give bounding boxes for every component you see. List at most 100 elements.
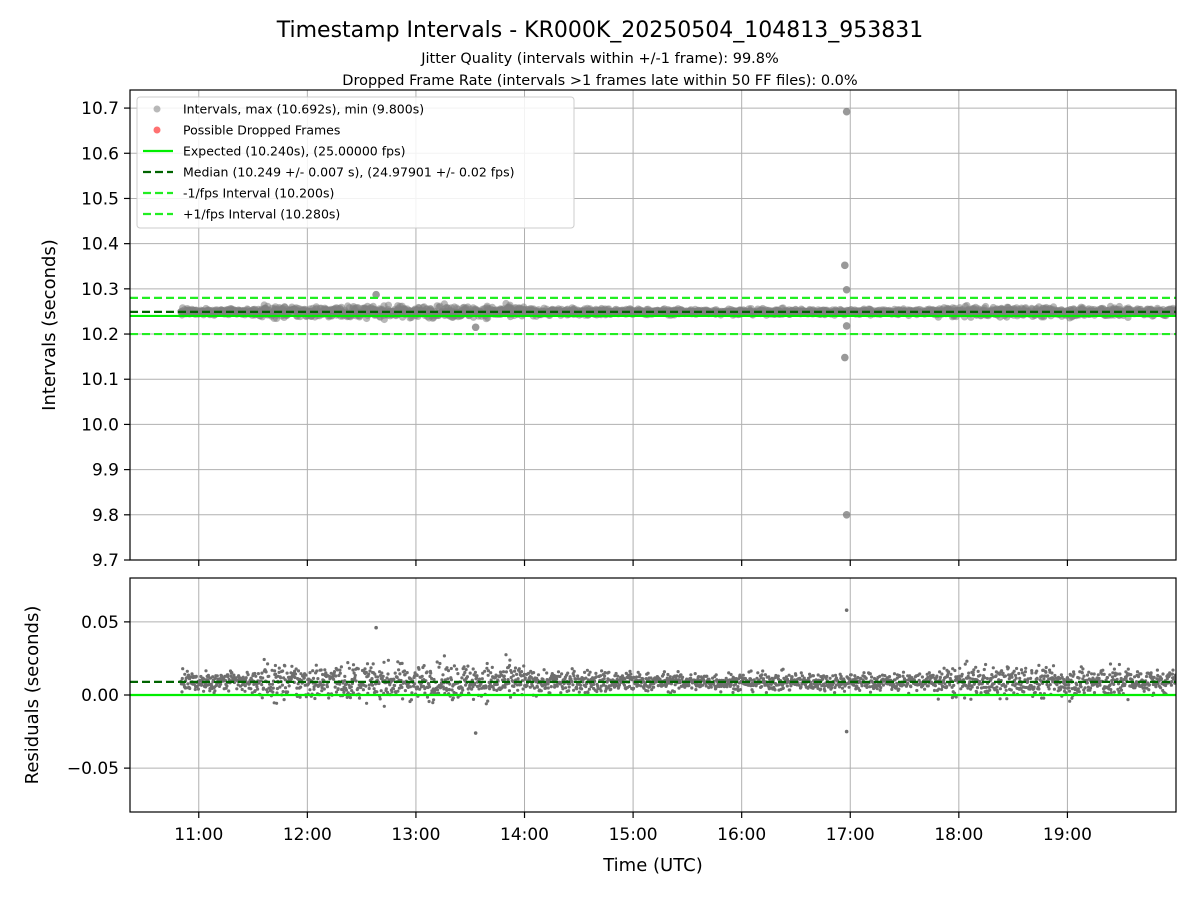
residual-point: [1030, 669, 1034, 673]
residual-point: [427, 699, 431, 704]
residual-point: [456, 672, 460, 676]
residual-point: [213, 689, 217, 693]
residual-point: [641, 677, 645, 681]
residual-point: [202, 677, 206, 681]
residual-point: [1051, 680, 1055, 684]
residual-point: [368, 669, 372, 673]
residual-point: [501, 670, 506, 674]
residual-point: [395, 675, 399, 680]
residual-outlier-2: [374, 625, 378, 630]
residual-point: [375, 690, 379, 694]
residual-point: [811, 674, 816, 678]
residual-point: [603, 674, 607, 678]
residuals-ticks: 11:00 12:00 13:00 14:00 15:00 16:00 17:00 18:00…: [67, 613, 1092, 845]
residual-point: [282, 698, 286, 702]
residual-point: [283, 686, 288, 690]
residual-point: [371, 662, 375, 666]
residual-point: [1139, 672, 1143, 676]
residual-point: [734, 682, 738, 686]
residual-point: [1019, 687, 1023, 691]
residual-point: [840, 686, 845, 690]
residual-point: [828, 676, 832, 680]
residual-point: [449, 666, 453, 671]
residual-point: [353, 676, 357, 680]
residual-point: [673, 683, 677, 687]
intervals-frame: [129, 89, 1177, 561]
residual-point: [908, 674, 912, 678]
residual-point: [455, 667, 459, 671]
residual-point: [675, 674, 679, 678]
residual-point: [842, 678, 846, 682]
residual-point: [572, 688, 576, 692]
residual-point: [918, 672, 922, 676]
intervals-ytick-label-5: 10.2: [81, 325, 119, 345]
residual-point: [603, 671, 607, 675]
residual-point: [425, 670, 429, 674]
residual-point: [825, 674, 829, 679]
residual-point: [816, 673, 820, 677]
residual-point: [464, 668, 468, 672]
residual-point: [1117, 662, 1121, 667]
residual-point: [487, 684, 491, 688]
residual-point: [1129, 673, 1133, 677]
residual-point: [921, 683, 925, 688]
residual-point: [1159, 686, 1163, 690]
residual-point: [1013, 673, 1018, 678]
residual-point: [283, 664, 287, 668]
residual-point: [1000, 669, 1004, 673]
residual-point: [985, 676, 990, 681]
residual-point: [327, 696, 331, 700]
residual-point: [592, 682, 596, 687]
residual-point: [868, 685, 872, 689]
residual-point: [865, 685, 869, 690]
residual-point: [319, 668, 323, 672]
residual-point: [295, 686, 299, 690]
residual-point: [1092, 672, 1096, 676]
residual-point: [324, 671, 328, 675]
residual-point: [511, 674, 515, 678]
residual-point: [403, 673, 407, 677]
residual-point: [516, 677, 520, 681]
residual-point: [521, 687, 525, 691]
residual-point: [530, 684, 535, 688]
residual-point: [211, 675, 215, 679]
residual-point: [180, 690, 184, 694]
residual-point: [585, 668, 590, 672]
residual-point: [1024, 685, 1028, 690]
residual-point: [571, 683, 575, 687]
residual-point: [1077, 690, 1081, 694]
residual-point: [1156, 673, 1160, 678]
residual-point: [435, 660, 439, 664]
residual-point: [468, 671, 472, 675]
residual-point: [1067, 686, 1071, 690]
residual-point: [975, 691, 979, 695]
residual-point: [432, 698, 436, 702]
legend-marker-dropped: [153, 126, 161, 134]
residual-point: [293, 669, 297, 673]
residual-point: [347, 683, 351, 687]
residual-point: [322, 687, 326, 691]
residual-point: [441, 673, 445, 677]
residual-point: [749, 669, 753, 673]
residuals-xtick-label-3: 14:00: [500, 825, 549, 845]
residual-point: [769, 682, 773, 687]
residual-point: [1154, 685, 1158, 689]
residual-point: [393, 671, 397, 675]
residual-point: [543, 683, 547, 687]
residual-point: [344, 688, 348, 692]
residual-point: [894, 684, 899, 689]
residual-point: [275, 687, 279, 691]
residual-point: [725, 685, 729, 689]
residual-point: [1169, 683, 1173, 687]
residual-point: [429, 671, 433, 675]
residual-point: [567, 685, 571, 689]
residual-point: [1091, 676, 1095, 680]
residuals-xtick-label-8: 19:00: [1043, 825, 1092, 845]
residual-point: [506, 678, 510, 682]
residual-point: [623, 677, 627, 681]
residual-point: [1050, 671, 1054, 675]
residual-point: [1144, 674, 1149, 679]
residual-point: [185, 669, 189, 673]
intervals-ytick-label-6: 10.3: [81, 280, 119, 300]
residual-point: [984, 685, 988, 690]
